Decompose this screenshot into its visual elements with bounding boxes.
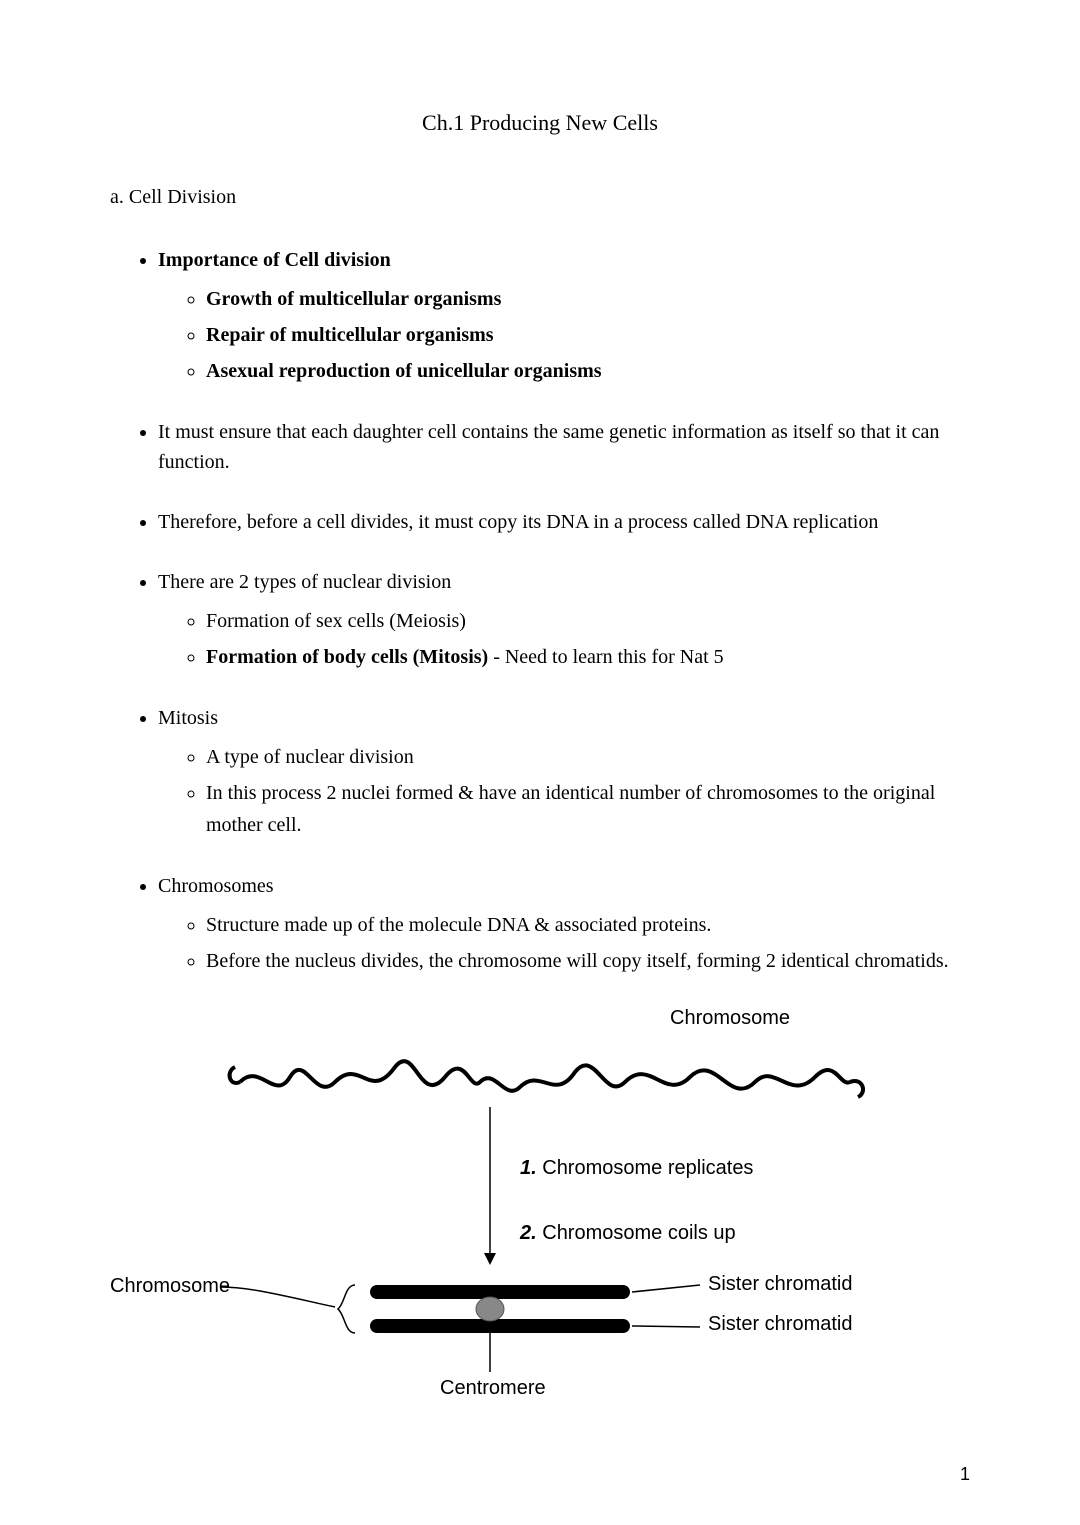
importance-sublist: Growth of multicellular organisms Repair… (158, 283, 970, 387)
bullet-mitosis-head: Mitosis (158, 707, 218, 729)
sub-two-nuclei: In this process 2 nuclei formed & have a… (206, 777, 970, 841)
sub-mitosis: Formation of body cells (Mitosis) - Need… (206, 641, 970, 673)
page-title: Ch.1 Producing New Cells (110, 110, 970, 136)
sub-dna-structure: Structure made up of the molecule DNA & … (206, 909, 970, 941)
types-sublist: Formation of sex cells (Meiosis) Formati… (158, 605, 970, 673)
step2-num: 2. (520, 1222, 537, 1244)
step1-num: 1. (520, 1157, 537, 1179)
label-sister1: Sister chromatid (708, 1273, 853, 1296)
chromatid-bottom (370, 1319, 630, 1333)
sub-asexual: Asexual reproduction of unicellular orga… (206, 355, 970, 387)
label-sister2: Sister chromatid (708, 1313, 853, 1336)
section-label: a. Cell Division (110, 186, 970, 209)
chromatid-top (370, 1285, 630, 1299)
step1-text: Chromosome replicates (537, 1157, 754, 1179)
main-list: Importance of Cell division Growth of mu… (110, 245, 970, 977)
step2-text: Chromosome coils up (537, 1222, 736, 1244)
sub-growth: Growth of multicellular organisms (206, 283, 970, 315)
chromosome-diagram: Chromosome 1. Chr (110, 1007, 970, 1417)
sub-nuclear-division: A type of nuclear division (206, 741, 970, 773)
label-step1: 1. Chromosome replicates (520, 1157, 753, 1180)
bullet-importance: Importance of Cell division Growth of mu… (158, 245, 970, 387)
sub-mitosis-rest: - Need to learn this for Nat 5 (488, 646, 723, 668)
sub-meiosis: Formation of sex cells (Meiosis) (206, 605, 970, 637)
bullet-chromosomes: Chromosomes Structure made up of the mol… (158, 871, 970, 977)
bullet-mitosis: Mitosis A type of nuclear division In th… (158, 703, 970, 841)
left-brace-icon (338, 1285, 355, 1333)
sub-chromatids: Before the nucleus divides, the chromoso… (206, 945, 970, 977)
bullet-types: There are 2 types of nuclear division Fo… (158, 567, 970, 673)
arrow-head-icon (484, 1253, 496, 1265)
left-connector (220, 1287, 335, 1307)
chromosomes-sublist: Structure made up of the molecule DNA & … (158, 909, 970, 977)
sister-line-2 (632, 1326, 700, 1327)
sister-line-1 (632, 1285, 700, 1292)
bullet-chromosomes-head: Chromosomes (158, 875, 274, 897)
bullet-importance-head: Importance of Cell division (158, 249, 391, 271)
bullet-types-head: There are 2 types of nuclear division (158, 571, 451, 593)
squiggle-icon (240, 1061, 850, 1091)
page-number: 1 (960, 1464, 970, 1485)
label-centromere: Centromere (440, 1377, 546, 1400)
sub-mitosis-bold: Formation of body cells (Mitosis) (206, 646, 488, 668)
sub-repair: Repair of multicellular organisms (206, 319, 970, 351)
label-chromosome-left: Chromosome (110, 1275, 230, 1298)
squiggle-left-hook (230, 1067, 240, 1083)
bullet-daughter: It must ensure that each daughter cell c… (158, 417, 970, 477)
squiggle-right-hook (850, 1081, 863, 1097)
centromere-icon (476, 1297, 504, 1321)
label-step2: 2. Chromosome coils up (520, 1222, 736, 1245)
bullet-replication: Therefore, before a cell divides, it mus… (158, 507, 970, 537)
mitosis-sublist: A type of nuclear division In this proce… (158, 741, 970, 841)
